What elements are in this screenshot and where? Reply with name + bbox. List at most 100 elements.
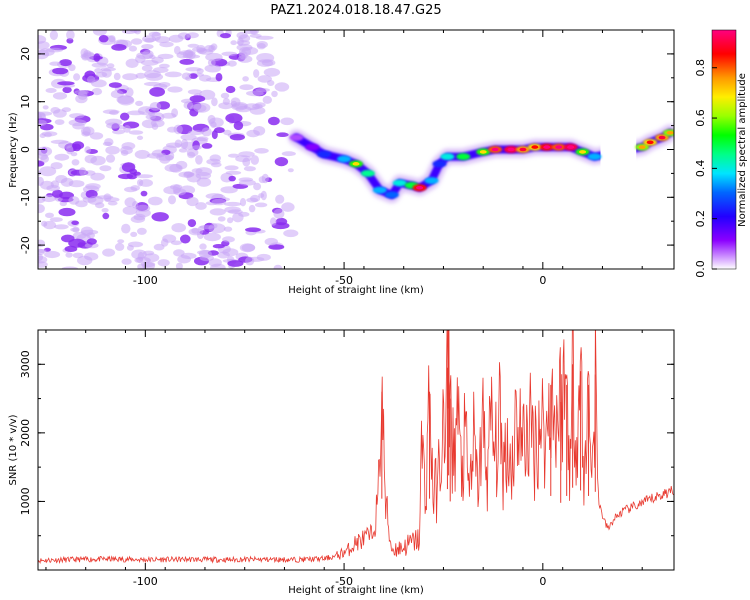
noise-blob bbox=[126, 110, 145, 116]
noise-blob bbox=[195, 202, 207, 210]
noise-blob bbox=[101, 68, 112, 78]
noise-blob bbox=[253, 182, 262, 191]
ridge-peak bbox=[666, 130, 674, 135]
x-tick-label: -50 bbox=[335, 575, 353, 588]
noise-blob bbox=[283, 229, 299, 238]
noise-blob bbox=[242, 76, 249, 82]
noise-blob bbox=[187, 43, 200, 48]
noise-blob bbox=[243, 166, 256, 172]
noise-blob bbox=[222, 97, 230, 106]
noise-blob bbox=[136, 135, 144, 140]
ridge-peak bbox=[531, 145, 539, 149]
noise-blob bbox=[224, 201, 242, 207]
noise-blob bbox=[270, 217, 277, 226]
noise-blob bbox=[54, 224, 69, 230]
noise-blob bbox=[228, 175, 236, 182]
noise-blob bbox=[188, 130, 204, 136]
noise-blob bbox=[84, 242, 99, 249]
noise-blob bbox=[246, 197, 259, 203]
noise-blob bbox=[66, 30, 75, 40]
noise-blob bbox=[93, 53, 101, 62]
noise-blob bbox=[263, 67, 281, 77]
noise-blob bbox=[268, 244, 285, 250]
noise-blob bbox=[151, 212, 169, 222]
ridge-hotspot bbox=[440, 153, 455, 161]
ridge-peak bbox=[579, 150, 587, 154]
spectrogram-signal-ridge bbox=[288, 90, 674, 218]
noise-blob bbox=[201, 143, 213, 149]
noise-blob bbox=[92, 30, 107, 36]
y-tick-label: 0 bbox=[19, 146, 32, 153]
noise-blob bbox=[256, 59, 274, 67]
noise-blob bbox=[110, 90, 124, 99]
colorbar: 0.0 0.2 0.4 0.6 0.8 Normalized spectral ampl… bbox=[694, 29, 748, 278]
noise-blob bbox=[244, 30, 258, 35]
noise-blob bbox=[195, 167, 213, 177]
noise-blob bbox=[117, 173, 134, 180]
noise-blob bbox=[274, 157, 289, 167]
noise-blob bbox=[109, 110, 119, 116]
ridge-peak bbox=[555, 145, 563, 149]
noise-blob bbox=[199, 225, 216, 230]
noise-blob bbox=[49, 30, 59, 41]
noise-blob bbox=[135, 100, 144, 106]
noise-blob bbox=[220, 33, 231, 39]
noise-blob bbox=[253, 126, 266, 136]
noise-blob bbox=[271, 222, 290, 230]
noise-blob bbox=[91, 88, 103, 96]
noise-blob bbox=[41, 194, 57, 203]
ridge-peak bbox=[658, 135, 666, 140]
noise-blob bbox=[186, 196, 199, 207]
ridge-hotspot bbox=[432, 160, 447, 168]
noise-blob bbox=[94, 68, 103, 74]
noise-blob bbox=[38, 239, 46, 248]
spectrogram-y-axis: -20 -10 0 10 20 bbox=[19, 29, 674, 270]
noise-blob bbox=[223, 226, 233, 232]
ridge-peak bbox=[543, 145, 551, 149]
noise-blob bbox=[38, 248, 45, 256]
noise-blob bbox=[249, 106, 266, 115]
noise-blob bbox=[57, 81, 75, 86]
snr-y-axis: 1000 2000 3000 bbox=[19, 329, 674, 537]
y-tick-label: -20 bbox=[19, 236, 32, 254]
ridge-peak bbox=[646, 140, 654, 145]
noise-blob bbox=[54, 119, 65, 125]
noise-blob bbox=[38, 119, 47, 126]
noise-blob bbox=[53, 109, 67, 118]
noise-blob bbox=[136, 256, 144, 263]
noise-blob bbox=[114, 242, 125, 251]
noise-blob bbox=[68, 238, 86, 248]
noise-blob bbox=[38, 41, 50, 50]
noise-blob bbox=[52, 92, 68, 100]
noise-blob bbox=[72, 252, 84, 259]
noise-blob bbox=[90, 155, 106, 166]
noise-blob bbox=[196, 177, 212, 187]
colorbar-label: Normalized spectral amplitude bbox=[737, 73, 748, 227]
x-tick-label: 0 bbox=[539, 274, 546, 287]
noise-blob bbox=[59, 59, 72, 67]
noise-blob bbox=[271, 90, 278, 98]
noise-blob bbox=[287, 168, 294, 173]
noise-blob bbox=[175, 262, 183, 269]
spectrogram-x-axis: -100 -50 0 bbox=[45, 30, 643, 287]
noise-blob bbox=[129, 168, 138, 175]
ridge-peak bbox=[567, 145, 575, 149]
spectrogram-x-axis-label: Height of straight line (km) bbox=[288, 285, 424, 296]
snr-x-axis-label: Height of straight line (km) bbox=[288, 585, 424, 596]
noise-blob bbox=[121, 223, 131, 234]
noise-blob bbox=[89, 132, 104, 140]
noise-blob bbox=[178, 148, 188, 153]
noise-blob bbox=[177, 32, 190, 40]
noise-blob bbox=[238, 50, 248, 60]
noise-blob bbox=[149, 112, 165, 122]
noise-blob bbox=[136, 174, 153, 179]
noise-blob bbox=[157, 259, 170, 267]
noise-blob bbox=[83, 170, 96, 176]
noise-blob bbox=[169, 163, 183, 173]
noise-blob bbox=[215, 73, 223, 82]
noise-blob bbox=[45, 212, 54, 218]
ridge-peak bbox=[416, 185, 424, 190]
colorbar-frame bbox=[711, 29, 737, 270]
noise-blob bbox=[254, 202, 268, 208]
